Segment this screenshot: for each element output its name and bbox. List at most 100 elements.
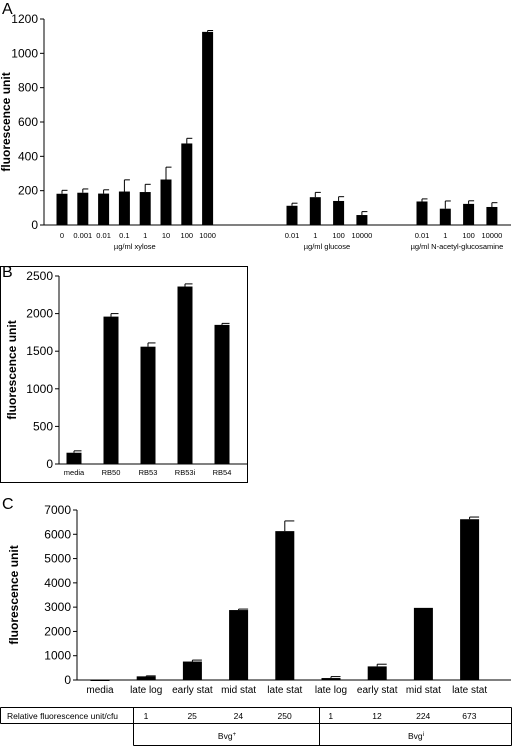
panel-b-y-axis-label: fluorescence unit	[5, 320, 19, 419]
panel-a-bar	[202, 31, 214, 225]
panel-a-bar	[181, 143, 193, 225]
panel-a-category-label: 100	[181, 231, 194, 240]
panel-a-category-label: 10000	[481, 231, 502, 240]
panel-c-category-label: mid stat	[221, 685, 256, 696]
panel-b-category-label: RB53i	[175, 468, 196, 477]
panel-b-y-tick-label: 0	[46, 457, 53, 471]
panel-a-category-label: 1000	[199, 231, 216, 240]
panel-b-category-label: RB50	[102, 468, 121, 477]
panel-a-bar	[309, 197, 321, 225]
panel-c-y-axis-label: fluorescence unit	[7, 545, 21, 644]
panel-a-bar	[139, 192, 151, 225]
panel-a-group-label: µg/ml glucose	[304, 242, 350, 251]
panel-c-category-label: late stat	[267, 685, 302, 696]
panel-a-y-tick-label: 400	[18, 149, 38, 163]
panel-c-bar	[367, 666, 387, 680]
panel-c-category-label: late log	[130, 685, 162, 696]
table-cell: 250	[278, 711, 292, 721]
panel-a-bar	[160, 179, 172, 225]
panel-c-chart: C 0 1000 2000 3000 4000 5000 6000 7000 fluorescen…	[2, 496, 511, 696]
table-cell: 673	[462, 711, 476, 721]
panel-a-category-label: 0.001	[73, 231, 92, 240]
panel-a-category-label: 1	[313, 231, 317, 240]
panel-b-bar	[214, 324, 230, 464]
table-cell: 25	[187, 711, 197, 721]
panel-a-bar	[439, 208, 451, 225]
panel-a-category-label: 1	[143, 231, 147, 240]
panel-b-y-tick-label: 1000	[26, 382, 53, 396]
panel-a-category-label: 0.01	[285, 231, 300, 240]
panel-a-category-label: 0.01	[96, 231, 111, 240]
panel-b-y-tick-label: 1500	[26, 344, 53, 358]
panel-a-category-label: 0.01	[415, 231, 430, 240]
panel-c-category-label: early stat	[172, 685, 213, 696]
panel-a-bar	[416, 201, 428, 225]
panel-c-category-label: late log	[315, 685, 347, 696]
panel-c-category-label: late stat	[452, 685, 487, 696]
table-group-label: Bvgi	[408, 731, 424, 741]
panel-b-category-label: RB54	[213, 468, 232, 477]
panel-c-y-tick-label: 6000	[44, 527, 71, 541]
panel-c-y-tick-label: 7000	[44, 503, 71, 517]
panel-c-bar	[460, 519, 480, 680]
panel-b-y-tick-label: 2500	[26, 269, 53, 283]
panel-c-y-tick-label: 2000	[44, 624, 71, 638]
panel-a-category-label: 100	[462, 231, 475, 240]
panel-a-bar	[486, 206, 498, 225]
panel-c-category-label: media	[86, 685, 114, 696]
panel-c-y-tick-label: 3000	[44, 600, 71, 614]
panel-a-y-tick-label: 0	[31, 218, 38, 232]
cfu-table: Relative fluorescence unit/cfu 1 25 24 250 1 1…	[0, 707, 512, 746]
panel-a-label: A	[2, 1, 13, 18]
table-cell: 1	[144, 711, 149, 721]
panel-c-y-tick-label: 1000	[44, 649, 71, 663]
panel-c-y-tick-label: 5000	[44, 552, 71, 566]
panel-b-category-label: RB53	[139, 468, 158, 477]
panel-c-bar	[413, 607, 433, 680]
panel-b-y-tick-label: 500	[33, 419, 53, 433]
panel-a-bar	[98, 193, 110, 225]
panel-a-bar	[56, 193, 68, 225]
panel-a-y-tick-label: 200	[18, 184, 38, 198]
panel-a-category-label: 1	[443, 231, 447, 240]
panel-b-y-tick-label: 2000	[26, 307, 53, 321]
panel-c-label: C	[2, 496, 14, 513]
panel-b-bar	[177, 286, 193, 464]
panel-a-y-axis-label: fluorescence unit	[0, 72, 13, 171]
panel-a-category-label: 10	[162, 231, 170, 240]
panel-c-y-tick-label: 4000	[44, 576, 71, 590]
table-cell: 12	[372, 711, 382, 721]
panel-a-category-label: 0	[60, 231, 64, 240]
panel-c-category-label: early stat	[357, 685, 398, 696]
panel-b-chart: B 0 500 1000 1500 2000 2500 fluorescence unit me…	[0, 264, 248, 483]
panel-c-bar	[136, 676, 156, 680]
panel-a-y-tick-label: 1000	[11, 46, 38, 60]
panel-a-bar	[356, 215, 368, 225]
panel-a-category-label: 100	[332, 231, 345, 240]
panel-b-frame	[0, 266, 248, 483]
panel-a-bar	[286, 205, 298, 225]
table-cell: 24	[234, 711, 244, 721]
panel-b-bar	[140, 346, 156, 464]
panel-a-bar	[118, 191, 130, 225]
panel-a-bar	[77, 192, 89, 225]
panel-b-bar	[66, 452, 82, 464]
panel-b-bar	[103, 316, 119, 464]
panel-a-y-tick-label: 1200	[11, 12, 38, 26]
panel-a-bar	[463, 203, 475, 225]
panel-a-group-label: µg/ml N-acetyl-glucosamine	[411, 242, 504, 251]
panel-c-bar	[229, 610, 249, 680]
panel-c-y-tick-label: 0	[64, 673, 71, 687]
panel-c-bar	[275, 531, 295, 680]
panel-a-bar	[333, 200, 345, 225]
panel-c-bar	[321, 678, 341, 680]
panel-a-y-tick-label: 600	[18, 115, 38, 129]
panel-a-category-label: 10000	[351, 231, 372, 240]
table-cell: 1	[328, 711, 333, 721]
panel-b-label: B	[2, 264, 13, 281]
panel-a-group-label: µg/ml xylose	[114, 242, 156, 251]
panel-a-y-tick-label: 800	[18, 81, 38, 95]
panel-c-category-label: mid stat	[406, 685, 441, 696]
